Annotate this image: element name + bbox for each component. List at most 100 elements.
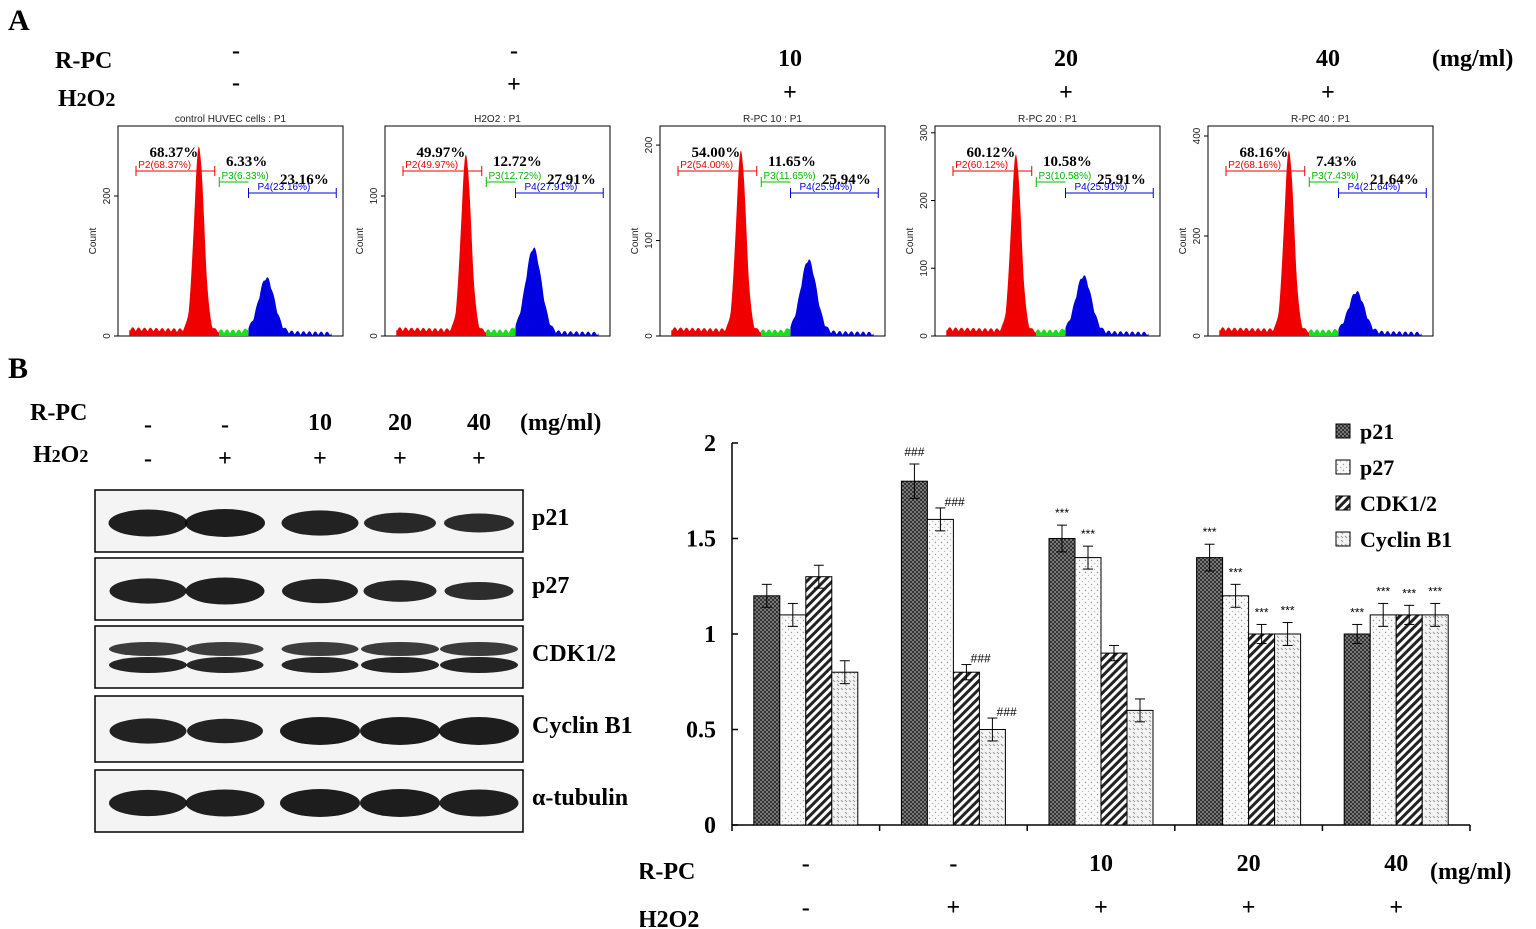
panel-a-rpc-2: - [510, 38, 518, 64]
histogram-g2m-region [515, 247, 599, 336]
plot-title: R-PC 10 : P1 [743, 114, 802, 125]
blot-band [361, 657, 439, 673]
p4-percent: 23.16% [280, 172, 329, 188]
x-row1-title: R-PC [640, 859, 695, 885]
y-tick-label: 200 [919, 192, 930, 209]
blot-label: α-tubulin [532, 785, 629, 811]
x-row1-label: 10 [1089, 851, 1113, 877]
blot-band [360, 717, 440, 745]
blot-band [108, 509, 188, 537]
blot-label: Cyclin B1 [532, 713, 633, 739]
panel-b-rpc-4: 20 [388, 410, 412, 436]
significance-marker: ### [997, 705, 1017, 719]
blot-band [444, 581, 514, 601]
flow-plot-3: R-PC 10 : P10100200Count10⁵FL2-AP2(54.00… [630, 114, 886, 339]
x-row1-label: 20 [1237, 851, 1261, 877]
p3-percent: 11.65% [768, 154, 816, 170]
p4-percent: 21.64% [1370, 172, 1419, 188]
blot-strip-4 [94, 695, 524, 763]
bar-cdk12-3 [1100, 652, 1128, 826]
p2-percent: 54.00% [692, 145, 741, 161]
blot-band [186, 642, 264, 656]
p2-percent: 60.12% [967, 145, 1016, 161]
panel-b-h2o2-3: + [313, 446, 327, 472]
blot-label: p21 [532, 505, 570, 531]
p2-percent: 68.37% [150, 145, 199, 161]
blot-band [185, 509, 265, 537]
x-row2-label: + [947, 895, 961, 921]
blot-band [361, 642, 439, 656]
blot-band [109, 657, 187, 673]
flow-plot-4: R-PC 20 : P10100200300Count10⁵FL2-AP2(60… [905, 114, 1161, 339]
significance-marker: *** [1255, 605, 1269, 619]
panel-a-h2o2-4: + [1059, 80, 1073, 106]
gate-p3-label: P3(12.72%) [489, 171, 542, 182]
blot-band [186, 657, 264, 673]
bar-p21-2 [900, 480, 928, 826]
histogram-g2m-region [248, 277, 332, 336]
x-row2-label: + [1242, 895, 1256, 921]
panel-a-rpc-5: 40 [1316, 46, 1340, 72]
panel-b-rpc-2: - [221, 412, 229, 438]
y-tick-label: 0 [919, 333, 930, 339]
panel-a-h2o2-2: + [507, 72, 521, 98]
panel-a-rpc-4: 20 [1054, 46, 1078, 72]
legend-swatch [1335, 459, 1351, 475]
blot-strip-1 [94, 489, 524, 553]
gate-p3-label: P3(10.58%) [1039, 171, 1092, 182]
y-axis-label: Count [905, 227, 916, 254]
blot-band [109, 642, 187, 656]
significance-marker: *** [1203, 525, 1217, 539]
x-row2-title: H2O2 [640, 907, 699, 929]
gate-p3-label: P3(11.65%) [764, 171, 816, 182]
histogram-g2m-region [1338, 291, 1422, 336]
blot-band [440, 642, 518, 656]
y-tick-label: 1.5 [686, 527, 716, 553]
x-row1-label: - [802, 851, 810, 877]
histogram-s-region [219, 328, 249, 336]
p3-percent: 7.43% [1316, 154, 1357, 170]
blot-band [281, 642, 359, 656]
bar-p27-2 [926, 518, 954, 826]
bar-cdk12-2 [952, 671, 980, 826]
bar-cdk12-5 [1395, 614, 1423, 826]
blot-band [280, 717, 360, 745]
y-tick-label: 0 [1192, 333, 1203, 339]
histogram-g2m-region [790, 259, 874, 336]
legend-label: CDK1/2 [1360, 491, 1437, 516]
histogram-g2m-region [1065, 275, 1149, 336]
histogram-s-region [761, 328, 791, 336]
p3-percent: 6.33% [226, 154, 267, 170]
gate-p3-label: P3(7.43%) [1312, 171, 1359, 182]
flow-plot-5: R-PC 40 : P10200400Count10⁵FL2-AP2(68.16… [1178, 114, 1434, 339]
blot-band [439, 789, 519, 817]
y-tick-label: 100 [919, 259, 930, 276]
bar-p21-5 [1343, 633, 1371, 826]
p2-percent: 68.16% [1240, 145, 1289, 161]
bar-p27-5 [1369, 614, 1397, 826]
panel-a-rpc-3: 10 [778, 46, 802, 72]
panel-b-rpc-1: - [144, 412, 152, 438]
p4-percent: 25.91% [1097, 172, 1146, 188]
bar-cyclinb1-3 [1126, 709, 1154, 826]
blot-strip-5 [94, 769, 524, 833]
y-tick-label: 300 [919, 124, 930, 141]
y-tick-label: 0.5 [686, 718, 716, 744]
significance-marker: ### [945, 495, 965, 509]
histogram-g1-region [946, 154, 1037, 336]
histogram-g1-region [129, 146, 220, 336]
y-tick-label: 1 [704, 622, 716, 648]
panel-b-h2o2-4: + [393, 446, 407, 472]
bar-p21-3 [1048, 538, 1076, 826]
histogram-s-region [1309, 329, 1339, 336]
gate-p4-label: P4(21.64%) [1348, 182, 1401, 193]
blot-band [363, 580, 437, 602]
blot-strip-3 [94, 625, 524, 689]
significance-marker: *** [1428, 584, 1442, 598]
y-tick-label: 0 [644, 333, 655, 339]
panel-b-letter: B [8, 352, 29, 385]
blot-band [187, 718, 263, 744]
legend-swatch [1335, 495, 1351, 511]
blot-band [444, 513, 514, 533]
y-tick-label: 0 [704, 813, 716, 839]
